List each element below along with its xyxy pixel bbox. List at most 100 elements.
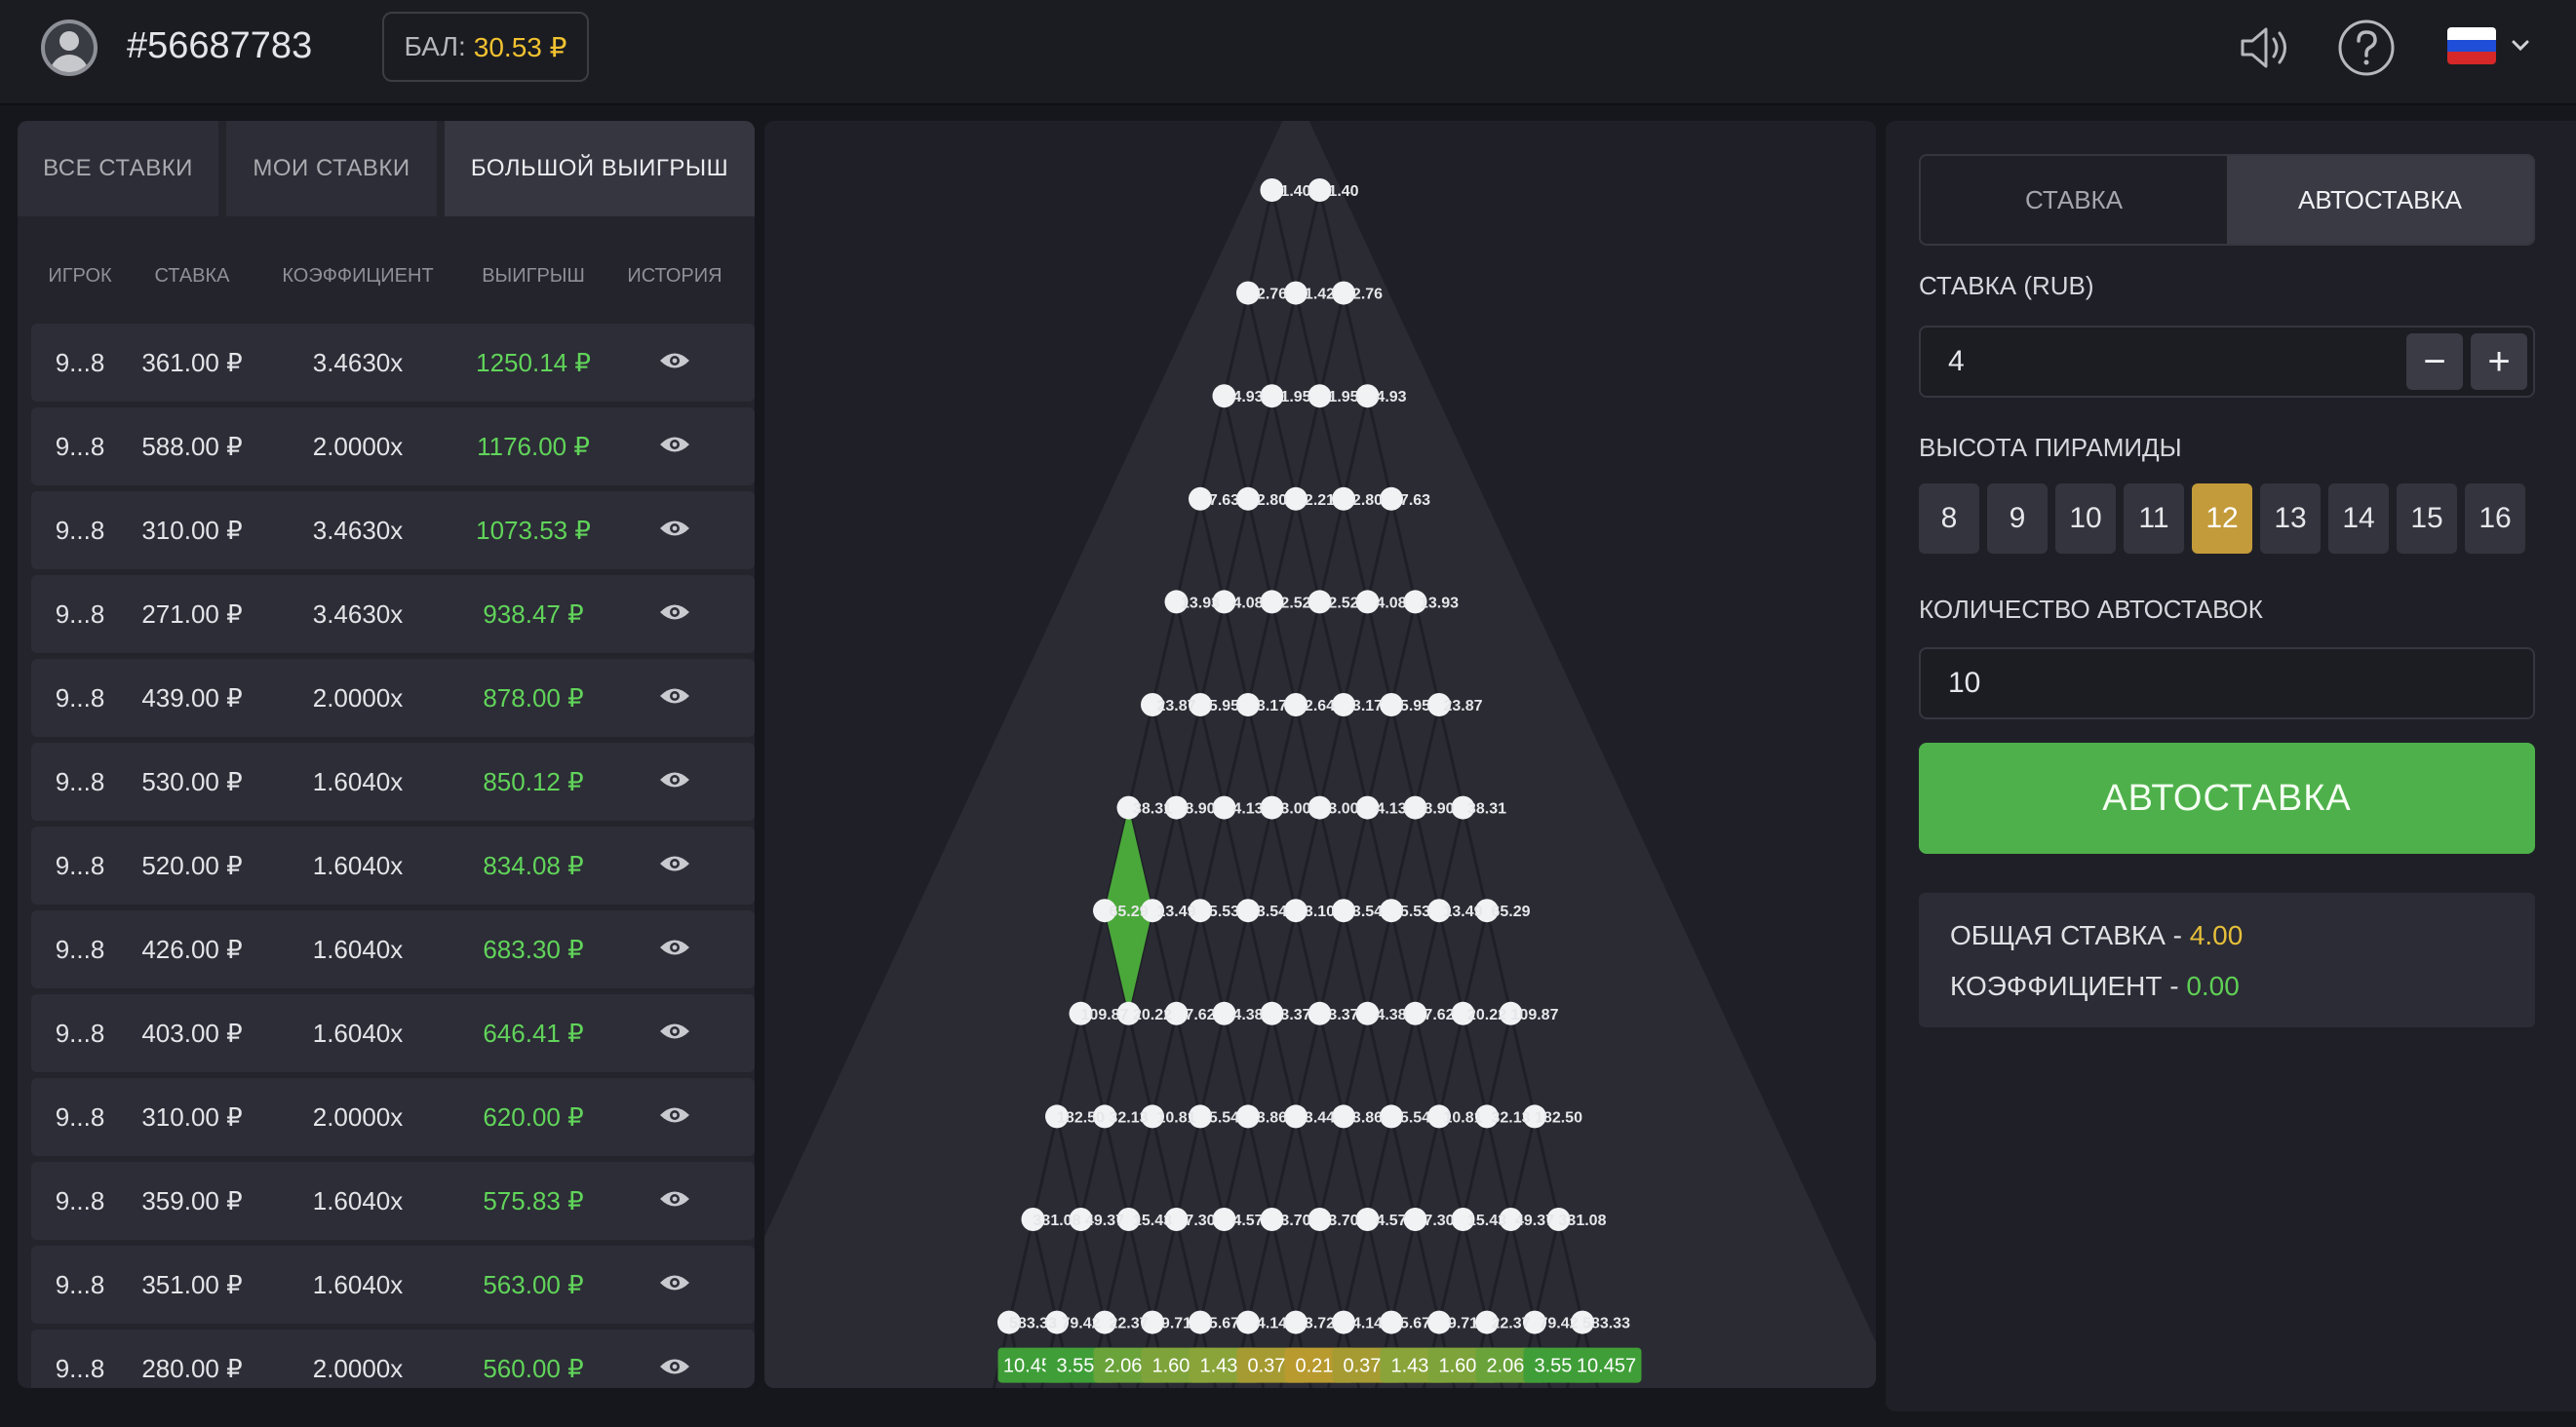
- win-cell: 1250.14 ₽: [476, 347, 591, 377]
- tab-big-wins[interactable]: БОЛЬШОЙ ВЫИГРЫШ: [445, 121, 755, 216]
- multiplier-label: 22.37: [1109, 1316, 1148, 1332]
- peg: [1332, 899, 1355, 923]
- eye-icon: [660, 772, 689, 787]
- history-button[interactable]: [606, 516, 743, 546]
- sound-icon[interactable]: [2233, 18, 2293, 78]
- multiplier-label: 5.53: [1400, 904, 1430, 920]
- table-row: 9...8 271.00 ₽ 3.4630x 938.47 ₽: [31, 575, 755, 653]
- peg: [1236, 1310, 1260, 1334]
- tab-my-bets[interactable]: МОИ СТАВКИ: [226, 121, 437, 216]
- multiplier-label: 7.30: [1424, 1213, 1454, 1229]
- table-row: 9...8 310.00 ₽ 3.4630x 1073.53 ₽: [31, 491, 755, 569]
- header-stake: СТАВКА: [154, 264, 230, 287]
- history-button[interactable]: [606, 683, 743, 714]
- history-button[interactable]: [606, 1019, 743, 1049]
- multiplier-label: 1.40: [1280, 183, 1310, 200]
- bottom-multiplier: 1.602: [1151, 1356, 1200, 1377]
- history-button[interactable]: [606, 1354, 743, 1384]
- peg: [1380, 486, 1403, 511]
- multiplier-label: 182.50: [1057, 1109, 1105, 1126]
- multiplier-label: 4.08: [1376, 595, 1406, 611]
- language-flag-icon[interactable]: [2447, 27, 2496, 64]
- header-player: ИГРОК: [48, 264, 112, 287]
- peg: [1260, 590, 1284, 614]
- tab-all-bets[interactable]: ВСЕ СТАВКИ: [18, 121, 218, 216]
- help-icon[interactable]: [2336, 18, 2397, 78]
- stake-cell: 588.00 ₽: [141, 431, 243, 461]
- multiplier-label: 583.33: [1009, 1316, 1057, 1332]
- peg: [1475, 899, 1499, 923]
- height-option-8[interactable]: 8: [1919, 483, 1979, 554]
- height-option-13[interactable]: 13: [2260, 483, 2321, 554]
- player-cell: 9...8: [55, 766, 105, 796]
- multiplier-label: 2.52: [1328, 595, 1358, 611]
- peg: [1427, 1104, 1451, 1129]
- peg: [1141, 693, 1164, 716]
- history-button[interactable]: [606, 1186, 743, 1216]
- multiplier-label: 1.95: [1280, 389, 1310, 405]
- peg: [1546, 1208, 1571, 1231]
- peg: [1260, 1001, 1284, 1025]
- peg: [1093, 899, 1116, 923]
- history-button[interactable]: [606, 851, 743, 881]
- peg: [1093, 1104, 1116, 1129]
- height-option-15[interactable]: 15: [2397, 483, 2457, 554]
- multiplier-label: 8.90: [1185, 801, 1215, 818]
- history-button[interactable]: [606, 767, 743, 797]
- height-option-9[interactable]: 9: [1987, 483, 2048, 554]
- chevron-down-icon[interactable]: [2510, 35, 2531, 57]
- bottom-multiplier: 3.553: [1056, 1356, 1105, 1377]
- peg: [1141, 1104, 1164, 1129]
- history-button[interactable]: [606, 599, 743, 630]
- peg: [1380, 1310, 1403, 1334]
- multiplier-label: 23.87: [1443, 698, 1482, 714]
- peg: [1069, 1001, 1093, 1025]
- eye-icon: [660, 688, 689, 703]
- peg: [1451, 1001, 1475, 1025]
- peg: [1308, 1001, 1332, 1025]
- coefficient-cell: 1.6040x: [312, 766, 404, 796]
- history-button[interactable]: [606, 432, 743, 462]
- eye-icon: [660, 1275, 689, 1290]
- height-option-14[interactable]: 14: [2328, 483, 2389, 554]
- coefficient-cell: 1.6040x: [312, 1269, 404, 1299]
- increase-stake-button[interactable]: +: [2471, 333, 2527, 390]
- multiplier-label: 20.22: [1133, 1007, 1172, 1023]
- history-button[interactable]: [606, 348, 743, 378]
- multiplier-label: 13.49: [1443, 904, 1482, 920]
- player-cell: 9...8: [55, 850, 105, 880]
- history-button[interactable]: [606, 1102, 743, 1133]
- player-cell: 9...8: [55, 1269, 105, 1299]
- peg: [1499, 1001, 1523, 1025]
- highlighted-cell: [1105, 807, 1152, 1014]
- stake-cell: 361.00 ₽: [141, 347, 243, 377]
- coefficient-cell: 2.0000x: [312, 431, 404, 461]
- bottom-multiplier: 2.062: [1486, 1356, 1535, 1377]
- peg: [1069, 1208, 1093, 1231]
- peg: [1284, 486, 1308, 511]
- multiplier-label: 15.43: [1133, 1213, 1172, 1229]
- tab-auto-bet[interactable]: АВТОСТАВКА: [2227, 156, 2533, 244]
- peg: [1308, 1208, 1332, 1231]
- tab-manual-bet[interactable]: СТАВКА: [2024, 184, 2124, 214]
- peg: [1236, 486, 1260, 511]
- player-cell: 9...8: [55, 1101, 105, 1132]
- height-option-11[interactable]: 11: [2124, 483, 2184, 554]
- height-option-12[interactable]: 12: [2192, 483, 2252, 554]
- auto-count-input[interactable]: 10: [1919, 647, 2535, 719]
- autobet-button[interactable]: АВТОСТАВКА: [1919, 743, 2535, 854]
- stake-input[interactable]: 4 − +: [1919, 326, 2535, 398]
- height-option-10[interactable]: 10: [2055, 483, 2116, 554]
- history-button[interactable]: [606, 935, 743, 965]
- decrease-stake-button[interactable]: −: [2406, 333, 2463, 390]
- history-button[interactable]: [606, 1270, 743, 1300]
- multiplier-label: 15.43: [1467, 1213, 1506, 1229]
- bottom-multiplier: 10.457: [1577, 1356, 1636, 1377]
- multiplier-label: 4.08: [1232, 595, 1263, 611]
- peg: [1475, 1310, 1499, 1334]
- peg: [1212, 1208, 1236, 1231]
- peg: [1332, 1104, 1355, 1129]
- height-option-16[interactable]: 16: [2465, 483, 2525, 554]
- multiplier-label: 65.29: [1491, 904, 1530, 920]
- user-avatar-icon[interactable]: [41, 19, 98, 76]
